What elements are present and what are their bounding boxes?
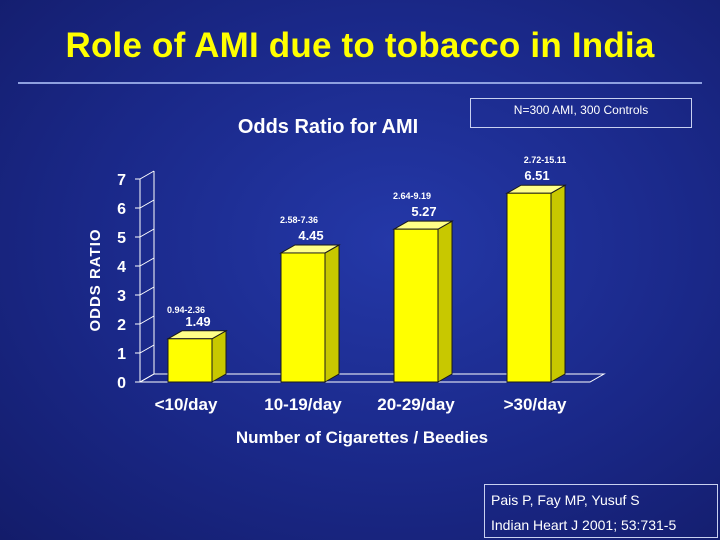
x-tick-label: <10/day [155,395,218,414]
y-tick-label: 5 [117,230,126,247]
bar-ci-label: 0.94-2.36 [167,305,205,315]
y-tick-label: 1 [117,346,126,363]
reference-box: Pais P, Fay MP, Yusuf S Indian Heart J 2… [484,484,718,538]
y-tick-label: 7 [117,172,126,189]
bar-front [280,252,326,383]
reference-journal: Indian Heart J 2001; 53:731-5 [491,517,677,533]
y-tick-depth [139,257,155,267]
y-tick-label: 0 [117,375,126,392]
bar-1: 1.490.94-2.36 [166,305,228,383]
y-tick-depth [139,373,155,383]
bar-front [167,338,213,383]
chart-title: Odds Ratio for AMI [238,116,418,138]
bar-ci-label: 2.72-15.11 [524,155,567,165]
x-axis-label: Number of Cigarettes / Beedies [236,428,488,447]
bar-value-label: 1.49 [185,314,210,329]
bar-value-label: 4.45 [298,228,323,243]
x-tick-label: 20-29/day [377,395,455,414]
x-tick-label: >30/day [504,395,567,414]
bar-4: 6.51 2.72-15.11 [505,155,567,383]
chart-bars: 1.490.94-2.36 <10/day 4.45 2.58-7.36 10-19/d… [155,155,567,414]
bar-ci-label: 2.58-7.36 [280,215,318,225]
bar-value-label: 6.51 [524,168,549,183]
y-tick-depth [139,170,155,180]
bar-2: 4.45 2.58-7.36 [279,215,341,383]
y-tick-depth [139,315,155,325]
y-tick-label: 2 [117,317,126,334]
bar-front [506,192,552,383]
y-tick-depth [139,286,155,296]
y-tick-depth [139,199,155,209]
bar-side [550,184,566,383]
reference-authors: Pais P, Fay MP, Yusuf S [491,492,640,508]
y-tick-depth [139,228,155,238]
bar-value-label: 5.27 [411,204,436,219]
y-tick-label: 4 [117,259,126,276]
bar-side [437,220,453,383]
x-tick-label: 10-19/day [264,395,342,414]
y-tick-depth [139,344,155,354]
bar-3: 5.27 2.64-9.19 [392,191,454,383]
bar-side [324,244,340,383]
slide-title: Role of AMI due to tobacco in India [65,26,655,65]
y-axis-label: ODDS RATIO [87,228,104,331]
bar-ci-label: 2.64-9.19 [393,191,431,201]
y-tick-label: 3 [117,288,126,305]
y-tick-label: 6 [117,201,126,218]
sample-size-note: N=300 AMI, 300 Controls [470,98,692,128]
title-divider [18,82,702,84]
bar-side [211,329,227,383]
chart-axes: 0 1 2 3 4 5 6 7 [117,170,606,392]
bar-front [393,228,439,383]
